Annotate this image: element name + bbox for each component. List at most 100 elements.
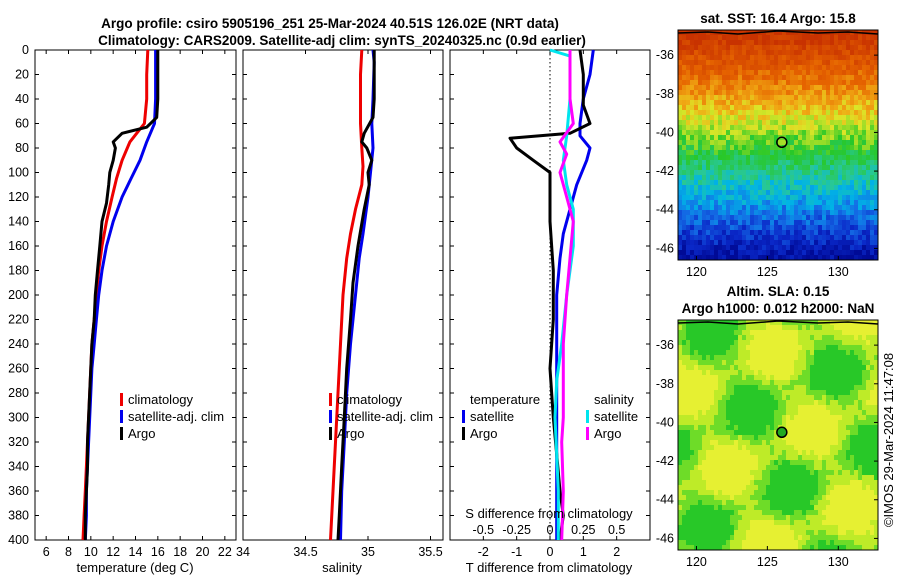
heatmap-cell — [782, 35, 787, 41]
heatmap-cell — [846, 165, 851, 171]
heatmap-cell — [738, 365, 743, 371]
heatmap-cell — [786, 130, 791, 136]
heatmap-cell — [802, 90, 807, 96]
heatmap-cell — [858, 325, 863, 331]
heatmap-cell — [842, 365, 847, 371]
heatmap-cell — [874, 200, 879, 206]
heatmap-cell — [822, 485, 827, 491]
heatmap-cell — [750, 510, 755, 516]
sst-map-title: sat. SST: 16.4 Argo: 15.8 — [700, 11, 856, 26]
heatmap-cell — [866, 360, 871, 366]
heatmap-cell — [686, 95, 691, 101]
heatmap-cell — [726, 480, 731, 486]
heatmap-cell — [734, 190, 739, 196]
heatmap-cell — [850, 130, 855, 136]
heatmap-cell — [794, 145, 799, 151]
heatmap-cell — [678, 195, 683, 201]
heatmap-cell — [678, 100, 683, 106]
heatmap-cell — [790, 380, 795, 386]
heatmap-cell — [678, 85, 683, 91]
heatmap-cell — [782, 460, 787, 466]
heatmap-cell — [794, 445, 799, 451]
heatmap-cell — [850, 480, 855, 486]
heatmap-cell — [790, 455, 795, 461]
heatmap-cell — [826, 330, 831, 336]
heatmap-cell — [738, 120, 743, 126]
heatmap-cell — [722, 475, 727, 481]
heatmap-cell — [678, 485, 683, 491]
heatmap-cell — [854, 345, 859, 351]
heatmap-cell — [846, 505, 851, 511]
heatmap-cell — [742, 500, 747, 506]
heatmap-cell — [742, 360, 747, 366]
heatmap-cell — [710, 140, 715, 146]
heatmap-cell — [838, 100, 843, 106]
heatmap-cell — [766, 200, 771, 206]
heatmap-cell — [866, 35, 871, 41]
heatmap-cell — [710, 355, 715, 361]
heatmap-cell — [778, 185, 783, 191]
heatmap-cell — [682, 455, 687, 461]
legend-swatch-t-sat — [462, 410, 465, 423]
heatmap-cell — [686, 180, 691, 186]
heatmap-cell — [714, 355, 719, 361]
heatmap-cell — [810, 405, 815, 411]
heatmap-cell — [826, 325, 831, 331]
legend-swatch-s-sat — [586, 410, 589, 423]
heatmap-cell — [794, 340, 799, 346]
heatmap-cell — [838, 435, 843, 441]
heatmap-cell — [698, 35, 703, 41]
heatmap-cell — [862, 205, 867, 211]
heatmap-cell — [758, 165, 763, 171]
heatmap-cell — [826, 395, 831, 401]
heatmap-cell — [838, 385, 843, 391]
heatmap-cell — [738, 235, 743, 241]
heatmap-cell — [830, 180, 835, 186]
heatmap-cell — [742, 205, 747, 211]
heatmap-cell — [814, 385, 819, 391]
heatmap-cell — [810, 395, 815, 401]
heatmap-cell — [762, 455, 767, 461]
heatmap-cell — [798, 485, 803, 491]
heatmap-cell — [770, 385, 775, 391]
heatmap-cell — [838, 330, 843, 336]
heatmap-cell — [734, 425, 739, 431]
heatmap-cell — [838, 365, 843, 371]
heatmap-cell — [866, 115, 871, 121]
heatmap-cell — [702, 390, 707, 396]
heatmap-cell — [810, 345, 815, 351]
heatmap-cell — [706, 255, 711, 261]
heatmap-cell — [838, 335, 843, 341]
heatmap-cell — [690, 435, 695, 441]
heatmap-cell — [726, 495, 731, 501]
heatmap-cell — [726, 485, 731, 491]
heatmap-cell — [826, 475, 831, 481]
heatmap-cell — [766, 335, 771, 341]
heatmap-cell — [690, 420, 695, 426]
heatmap-cell — [810, 35, 815, 41]
heatmap-cell — [710, 425, 715, 431]
heatmap-cell — [802, 175, 807, 181]
heatmap-cell — [830, 135, 835, 141]
heatmap-cell — [810, 215, 815, 221]
sla-heatmap-cells — [678, 320, 879, 551]
heatmap-cell — [770, 405, 775, 411]
heatmap-cell — [762, 115, 767, 121]
heatmap-cell — [842, 380, 847, 386]
heatmap-cell — [858, 115, 863, 121]
heatmap-cell — [698, 120, 703, 126]
heatmap-cell — [854, 325, 859, 331]
heatmap-cell — [718, 45, 723, 51]
heatmap-cell — [686, 400, 691, 406]
heatmap-cell — [682, 425, 687, 431]
heatmap-cell — [826, 230, 831, 236]
heatmap-cell — [810, 205, 815, 211]
heatmap-cell — [826, 445, 831, 451]
heatmap-cell — [766, 40, 771, 46]
heatmap-cell — [822, 410, 827, 416]
heatmap-cell — [834, 70, 839, 76]
heatmap-cell — [790, 505, 795, 511]
difference-legend-left: temperature satellite Argo — [462, 392, 540, 441]
heatmap-cell — [694, 95, 699, 101]
heatmap-cell — [706, 245, 711, 251]
